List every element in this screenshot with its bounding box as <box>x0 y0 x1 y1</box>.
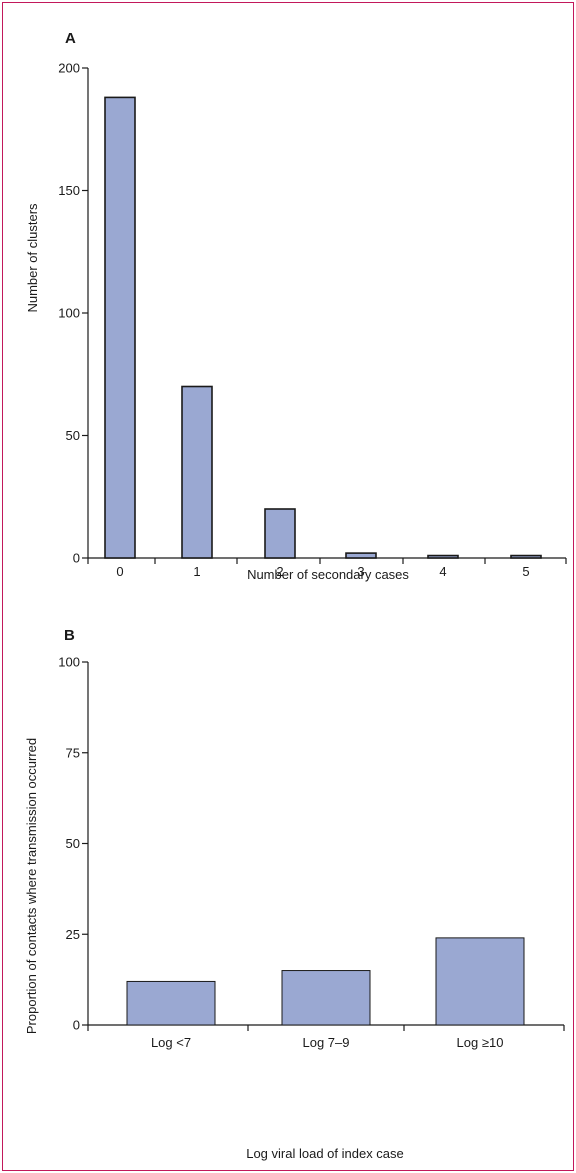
chart-b: B 0 25 50 75 100 Log <7 Log 7–9 Log ≥10 Log vi… <box>24 627 565 1161</box>
chart-b-y-tick-label: 50 <box>66 836 80 851</box>
chart-b-bar <box>126 980 216 1026</box>
chart-b-panel-letter: B <box>64 627 75 644</box>
chart-b-x-tick-label: Log <7 <box>151 1035 191 1050</box>
chart-b-y-axis-title: Proportion of contacts where transmissio… <box>24 738 39 1034</box>
chart-a-x-axis-title: Number of secondary cases <box>247 567 409 582</box>
chart-a-y-axis-title: Number of clusters <box>25 203 40 313</box>
chart-b-bar <box>281 970 371 1026</box>
chart-b-y-tick-label: 25 <box>66 927 80 942</box>
chart-a-x-tick-label: 3 <box>357 564 364 579</box>
chart-a-x-tick-label: 1 <box>193 564 200 579</box>
chart-b-y-tick-label: 100 <box>58 655 80 670</box>
chart-a-y-tick-label: 150 <box>58 183 80 198</box>
chart-b-x-axis-title: Log viral load of index case <box>246 1146 404 1161</box>
chart-b-x-tick-label: Log ≥10 <box>457 1035 504 1050</box>
chart-a-x-tick-label: 2 <box>276 564 283 579</box>
chart-b-bar <box>435 937 525 1026</box>
chart-a-panel-letter: A <box>65 30 76 47</box>
chart-a-bar <box>104 96 136 559</box>
chart-a-bar <box>510 554 542 559</box>
chart-a-y-tick-label: 0 <box>73 551 80 566</box>
chart-a-x-tick-label: 4 <box>439 564 446 579</box>
chart-a-y-tick-label: 200 <box>58 61 80 76</box>
chart-a-bar <box>181 385 213 559</box>
chart-a-y-tick-label: 50 <box>66 428 80 443</box>
chart-a-y-tick-label: 100 <box>58 306 80 321</box>
chart-a-bar <box>264 508 296 559</box>
chart-b-x-tick-label: Log 7–9 <box>303 1035 350 1050</box>
chart-a: A 0 50 100 150 200 0 1 2 3 4 5 Number of secondar… <box>25 30 567 582</box>
chart-a-x-tick-label: 5 <box>522 564 529 579</box>
chart-a-bar <box>345 552 377 559</box>
chart-a-x-tick-label: 0 <box>116 564 123 579</box>
chart-a-bar <box>427 554 459 559</box>
chart-b-y-tick-label: 75 <box>66 745 80 760</box>
chart-b-y-tick-label: 0 <box>73 1018 80 1033</box>
